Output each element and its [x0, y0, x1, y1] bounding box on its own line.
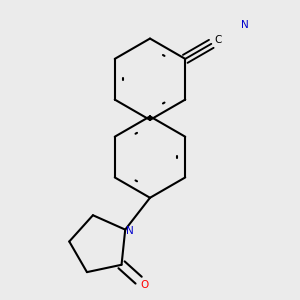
Text: C: C — [214, 35, 222, 45]
Text: N: N — [126, 226, 134, 236]
Text: N: N — [241, 20, 248, 30]
Text: O: O — [140, 280, 148, 290]
